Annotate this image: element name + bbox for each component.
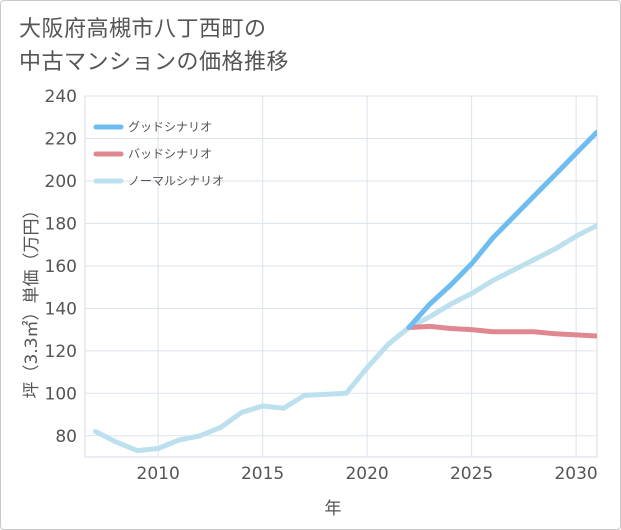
y-tick-labels: 80 100 120 140 160 180 200 220 240 — [45, 87, 77, 447]
legend-label: ノーマルシナリオ — [128, 174, 224, 188]
legend-label: グッドシナリオ — [128, 120, 212, 134]
chart-title: 大阪府高槻市八丁西町の 中古マンションの価格推移 — [19, 13, 289, 79]
y-tick-label: 140 — [45, 299, 77, 319]
x-tick-label: 2025 — [450, 464, 493, 484]
chart-title-line2: 中古マンションの価格推移 — [19, 50, 290, 75]
chart-title-line1: 大阪府高槻市八丁西町の — [19, 17, 267, 42]
x-axis-label: 年 — [325, 499, 342, 519]
x-tick-label: 2010 — [137, 464, 180, 484]
y-tick-label: 200 — [45, 172, 77, 192]
series-line-3 — [92, 223, 597, 454]
legend-label: バッドシナリオ — [128, 147, 212, 161]
series-line-1 — [406, 129, 597, 330]
y-tick-label: 160 — [45, 257, 77, 277]
x-tick-label: 2015 — [241, 464, 284, 484]
x-tick-label: 2030 — [554, 464, 597, 484]
y-tick-label: 100 — [45, 384, 77, 404]
y-axis-label: 坪（3.3㎡）単価（万円） — [22, 201, 42, 398]
y-tick-label: 240 — [45, 87, 77, 107]
grid-lines — [84, 95, 598, 458]
y-tick-label: 120 — [45, 342, 77, 362]
y-tick-label: 220 — [45, 129, 77, 149]
y-tick-label: 80 — [55, 427, 77, 447]
x-tick-label: 2020 — [345, 464, 388, 484]
x-tick-labels: 2010 2015 2020 2025 2030 — [137, 464, 598, 484]
y-tick-label: 180 — [45, 214, 77, 234]
series-line-2 — [406, 323, 597, 339]
series-lines — [92, 129, 597, 454]
